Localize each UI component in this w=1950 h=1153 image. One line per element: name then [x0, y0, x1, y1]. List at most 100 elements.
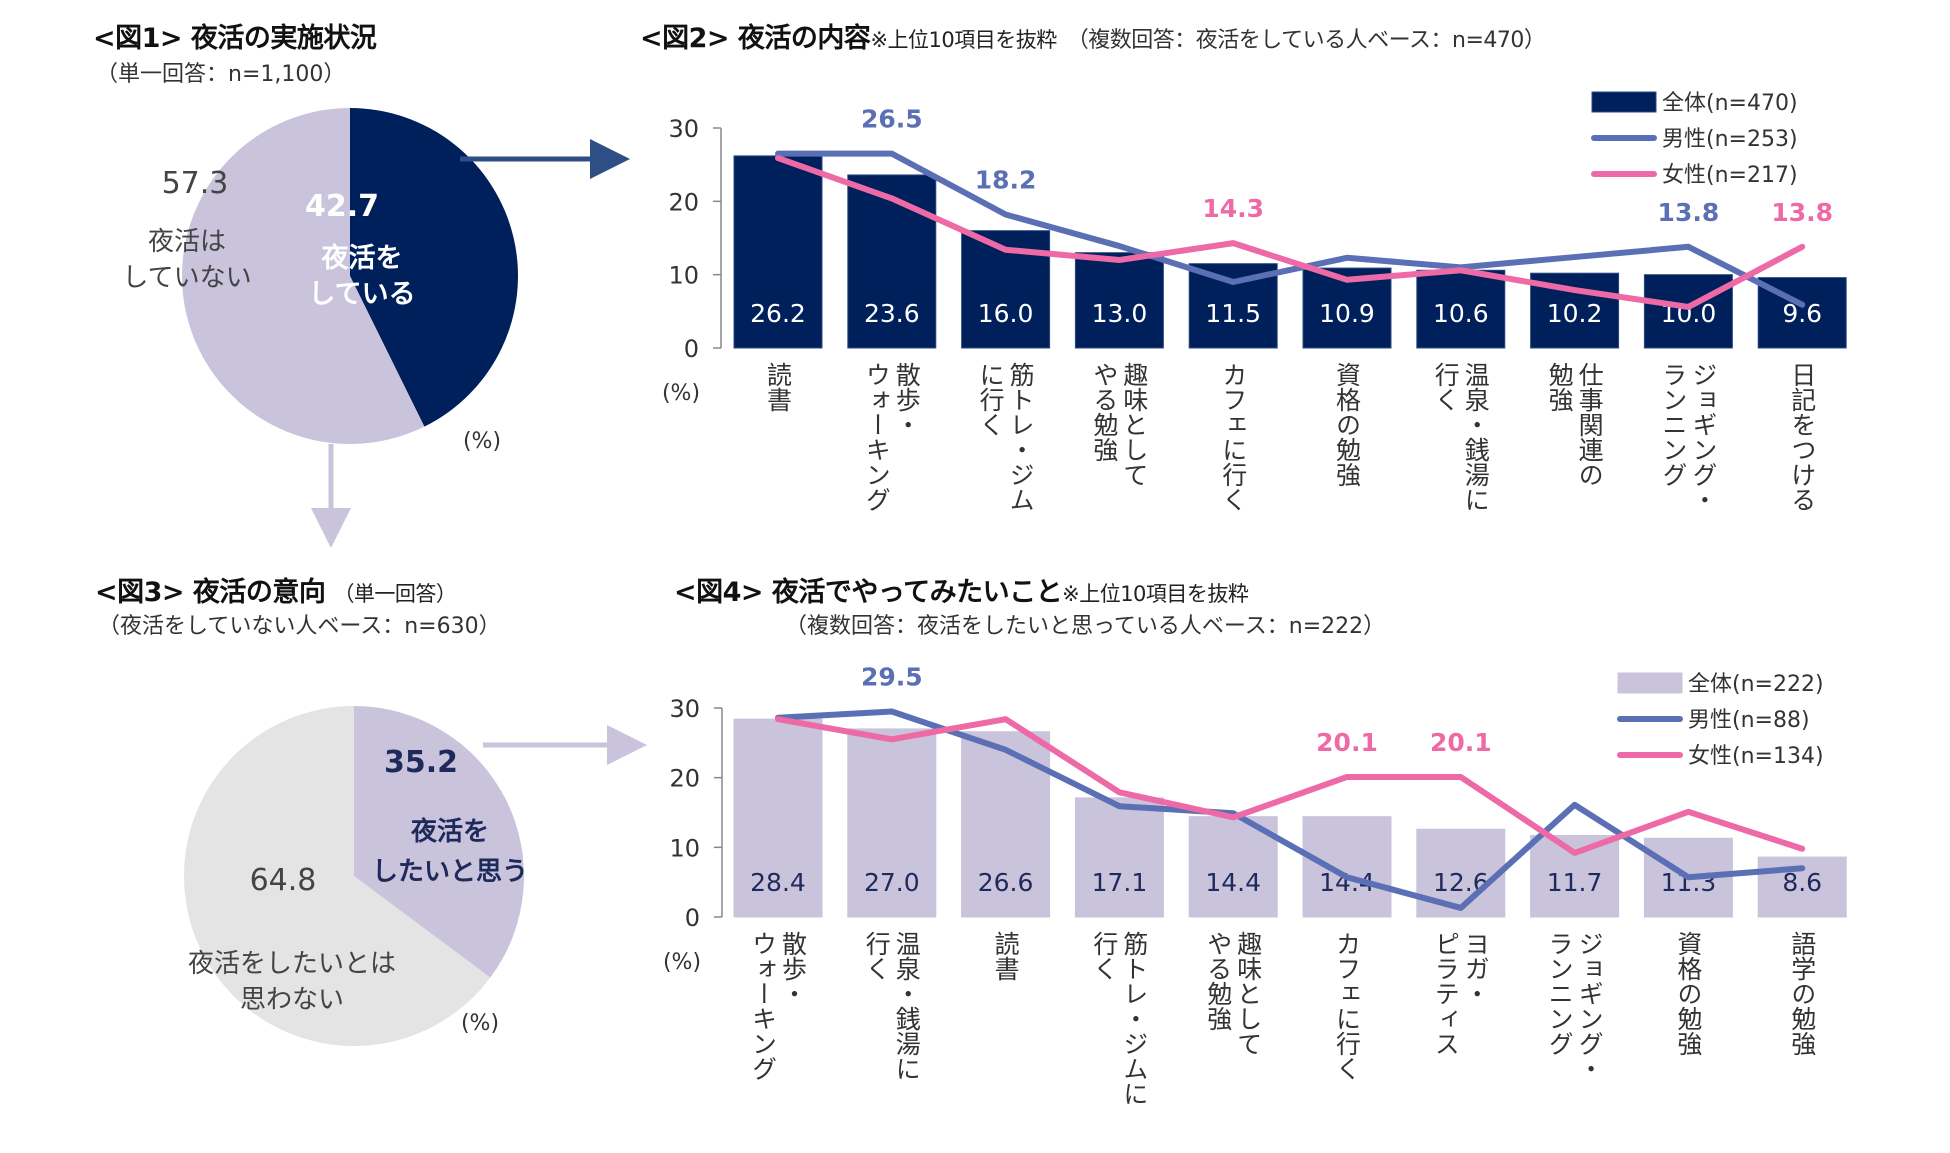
legend-label: 女性(n=134) — [1688, 744, 1824, 769]
x-category-label: ピラティス — [1431, 931, 1460, 1056]
x-category-label: ヨガ・ — [1461, 931, 1490, 1006]
bar-value-label: 17.1 — [1092, 868, 1148, 897]
legend-label: 全体(n=222) — [1688, 672, 1824, 697]
bar-value-label: 11.7 — [1547, 868, 1603, 897]
x-category-label: 仕事関連の — [1575, 362, 1604, 487]
y-axis-unit: (%) — [662, 381, 700, 406]
bar-value-label: 10.6 — [1433, 299, 1489, 328]
fig3-subtitle: （夜活をしていない人ベース：n=630） — [98, 614, 501, 639]
callout-label: 26.5 — [861, 105, 923, 134]
x-category-label: 行く — [1431, 362, 1460, 412]
bar — [1416, 269, 1506, 349]
bar-value-label: 28.4 — [750, 868, 806, 897]
bar — [847, 728, 937, 918]
bar-value-label: 11.3 — [1661, 868, 1717, 897]
pie-slice — [181, 108, 425, 445]
y-tick-label: 20 — [669, 765, 700, 793]
x-category-label: 読書 — [991, 931, 1020, 981]
callout-label: 13.8 — [1658, 198, 1720, 227]
x-category-label: ジョギング・ — [1575, 931, 1604, 1081]
x-category-label: 筋トレ・ジム — [1006, 362, 1035, 512]
pie-slice-label: 夜活をしたいとは — [188, 949, 396, 979]
female-series-line — [775, 155, 1806, 310]
x-category-label: 温泉・銭湯に — [1461, 362, 1490, 512]
x-category-label: 行く — [1090, 931, 1119, 981]
bar — [847, 174, 937, 349]
bar-value-label: 10.9 — [1319, 299, 1375, 328]
fig3-title: <図3> 夜活の意向 （単一回答） — [95, 570, 457, 609]
pie-slice-label: 思わない — [240, 985, 344, 1015]
x-category-label: 日記をつける — [1788, 362, 1817, 512]
y-tick-label: 0 — [685, 904, 700, 932]
fig4-subtitle: （複数回答：夜活をしたいと思っている人ベース：n=222） — [785, 614, 1386, 639]
y-tick-label: 10 — [669, 834, 700, 862]
legend-swatch-bar — [1617, 672, 1683, 694]
x-category-label: ランニング — [1659, 362, 1688, 487]
fig3-title-text: <図3> 夜活の意向 — [95, 577, 326, 608]
callout-label: 18.2 — [975, 166, 1037, 195]
x-category-label: 行く — [862, 931, 891, 981]
x-category-label: ウォーキング — [862, 362, 891, 512]
pie-value-label: 64.8 — [250, 863, 317, 898]
legend-label: 女性(n=217) — [1662, 163, 1798, 188]
pie-slice-label: 夜活を — [410, 816, 489, 847]
pie-slice-label: していない — [122, 263, 251, 293]
pie-slice — [184, 706, 491, 1046]
bar — [1643, 274, 1733, 349]
pie-value-label: 57.3 — [162, 166, 229, 201]
bar-value-label: 26.6 — [978, 868, 1034, 897]
y-tick-label: 30 — [668, 115, 699, 143]
x-category-label: やる勉強 — [1090, 362, 1119, 462]
bar — [1074, 797, 1164, 918]
pie-slice-label: している — [308, 279, 415, 310]
unit-label: (%) — [463, 429, 501, 454]
x-category-label: 散歩・ — [779, 931, 808, 1006]
male-series-line — [775, 150, 1806, 308]
bar-value-label: 26.2 — [750, 299, 806, 328]
callout-label: 14.3 — [1202, 194, 1264, 223]
fig4-title-text: <図4> 夜活でやってみたいこと — [674, 577, 1063, 608]
legend-swatch-bar — [1591, 91, 1657, 113]
unit-label: (%) — [461, 1011, 499, 1036]
pie-value-label: 35.2 — [384, 745, 458, 780]
bar — [733, 718, 823, 918]
bar — [1074, 252, 1164, 349]
fig4-title-note: ※上位10項目を抜粋 — [1062, 582, 1249, 606]
x-category-label: ジョギング・ — [1689, 362, 1718, 512]
y-axis-unit: (%) — [663, 950, 701, 975]
female-series-line — [775, 716, 1806, 856]
pie-slice-label: 夜活は — [148, 227, 226, 257]
x-category-label: ランニング — [1545, 931, 1574, 1056]
x-category-label: やる勉強 — [1204, 931, 1233, 1031]
bar — [1188, 816, 1278, 918]
fig3-title-note: （単一回答） — [333, 582, 457, 606]
legend-label: 全体(n=470) — [1662, 91, 1798, 116]
legend-label: 男性(n=88) — [1688, 708, 1810, 733]
x-category-label: カフェに行く — [1219, 362, 1248, 512]
connector-arrows — [311, 139, 647, 765]
bar — [1530, 834, 1620, 918]
bar-value-label: 27.0 — [864, 868, 920, 897]
bar-value-label: 8.6 — [1782, 868, 1822, 897]
callout-label: 20.1 — [1430, 728, 1492, 757]
y-tick-label: 0 — [684, 335, 699, 363]
legend-label: 男性(n=253) — [1662, 127, 1798, 152]
fig2-title-note: ※上位10項目を抜粋 — [870, 28, 1057, 52]
legend: 全体(n=222) 男性(n=88) 女性(n=134) — [1617, 672, 1824, 769]
callout-label: 29.5 — [861, 662, 923, 691]
fig1-subtitle: （単一回答：n=1,100） — [96, 62, 346, 87]
callout-label: 20.1 — [1316, 728, 1378, 757]
x-category-label: 資格の勉強 — [1674, 931, 1703, 1056]
fig2-combo-chart: 0 10 20 30 (%) 26.2 23.6 16.0 13.0 11.5 10.9 10.6 10… — [662, 91, 1847, 512]
bar-value-label: 11.5 — [1205, 299, 1261, 328]
pie-slice-label: 夜活を — [321, 242, 403, 274]
fig1-title: <図1> 夜活の実施状況 — [93, 23, 377, 54]
y-tick-label: 10 — [668, 262, 699, 290]
legend: 全体(n=470) 男性(n=253) 女性(n=217) — [1591, 91, 1798, 188]
bar-value-label: 14.4 — [1205, 868, 1261, 897]
x-category-label: 散歩・ — [892, 362, 921, 437]
